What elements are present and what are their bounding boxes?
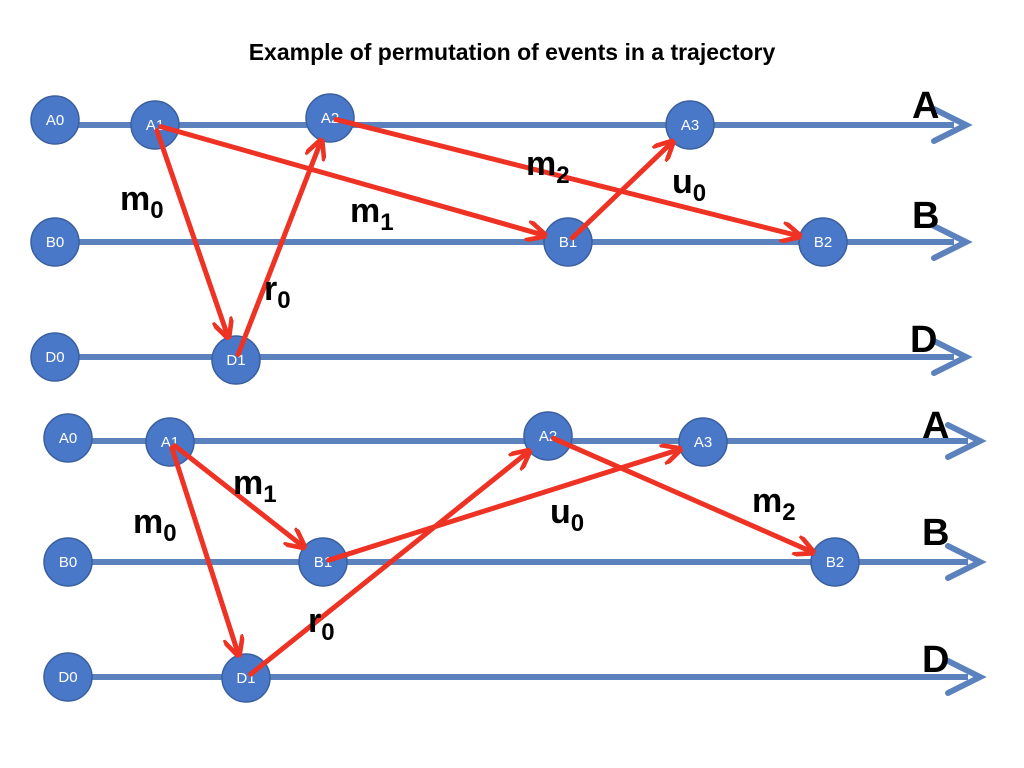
event-node-a0: A0 (43, 413, 93, 463)
event-node-circle (43, 652, 93, 702)
message-arrow-m1-a1-to-b1 (158, 124, 543, 235)
event-node-a3: A3 (678, 417, 728, 467)
message-label-m0: m0 (120, 180, 164, 224)
event-node-label: B2 (826, 554, 844, 571)
event-node-b2: B2 (798, 217, 848, 267)
process-label-d: D (910, 319, 937, 361)
timeline-arrowhead-a (945, 422, 987, 460)
event-node-label: B0 (46, 234, 64, 251)
process-label-a: A (912, 85, 939, 127)
event-node-a2: A2 (305, 93, 355, 143)
event-node-b2: B2 (810, 537, 860, 587)
message-label-m2: m2 (752, 482, 796, 526)
message-label-m1: m1 (233, 464, 277, 508)
timeline-arrowhead-a (931, 106, 973, 144)
timeline-arrowhead-d (945, 658, 987, 696)
event-node-label: B0 (59, 554, 77, 571)
diagrams-layer: A B D A0 A1 A2 A3 B0 B1 B2 D0 D1 m0 m1 m2 r0 u0 A B D A0 A1 A2… (30, 85, 987, 703)
message-label-u0: u0 (550, 493, 584, 537)
event-node-circle (30, 217, 80, 267)
event-node-circle (43, 537, 93, 587)
message-label-u0: u0 (672, 163, 706, 207)
event-node-label: A0 (46, 112, 64, 129)
timeline-arrowhead-b (945, 543, 987, 581)
message-arrow-m0-a1-to-d1 (154, 128, 228, 336)
message-arrow-u0-b1-to-a3 (326, 450, 678, 563)
event-node-circle (211, 335, 261, 385)
event-node-label: A1 (146, 117, 164, 134)
message-label-m1: m1 (350, 192, 394, 236)
event-node-label: A0 (59, 430, 77, 447)
event-node-label: D0 (45, 349, 64, 366)
event-node-a1: A1 (130, 100, 180, 150)
message-label-r0: r0 (264, 270, 291, 314)
event-node-b0: B0 (43, 537, 93, 587)
event-node-circle (305, 93, 355, 143)
event-node-a2: A2 (523, 411, 573, 461)
event-node-circle (810, 537, 860, 587)
timeline-arrowhead-b (931, 223, 973, 261)
event-node-label: D1 (226, 352, 245, 369)
event-node-circle (678, 417, 728, 467)
message-label-m0: m0 (133, 503, 177, 547)
event-node-circle (298, 537, 348, 587)
process-label-a: A (922, 405, 949, 447)
event-node-circle (30, 95, 80, 145)
message-arrow-r0-d1-to-a2 (248, 452, 528, 677)
event-node-d1: D1 (211, 335, 261, 385)
message-label-r0: r0 (308, 602, 335, 646)
event-node-b0: B0 (30, 217, 80, 267)
message-arrow-m2-a2-to-b2 (333, 116, 798, 235)
event-node-d0: D0 (30, 332, 80, 382)
message-arrow-m0-a1-to-d1 (169, 445, 238, 654)
event-node-d0: D0 (43, 652, 93, 702)
event-node-label: A3 (694, 434, 712, 451)
message-arrow-m2-a2-to-b2 (550, 435, 811, 551)
message-arrow-m1-a1-to-b1 (172, 443, 303, 546)
event-node-circle (130, 100, 180, 150)
event-node-label: D0 (58, 669, 77, 686)
process-label-d: D (922, 639, 949, 681)
timeline-arrowhead-d (931, 338, 973, 376)
event-node-a0: A0 (30, 95, 80, 145)
event-node-label: A2 (539, 428, 557, 445)
event-node-circle (43, 413, 93, 463)
event-node-b1: B1 (298, 537, 348, 587)
diagram-2: A B D A0 A1 A2 A3 B0 B1 B2 D0 D1 m0 m1 m2 r0 u0 (43, 405, 987, 703)
event-node-circle (523, 411, 573, 461)
event-node-a3: A3 (665, 100, 715, 150)
message-arrow-u0-b1-to-a3 (569, 143, 671, 241)
event-node-a1: A1 (145, 417, 195, 467)
message-arrow-r0-d1-to-a2 (235, 142, 320, 357)
process-label-b: B (922, 512, 949, 554)
event-node-d1: D1 (221, 653, 271, 703)
process-label-b: B (912, 195, 939, 237)
event-node-label: A2 (321, 110, 339, 127)
event-node-circle (30, 332, 80, 382)
event-node-label: B2 (814, 234, 832, 251)
event-node-circle (665, 100, 715, 150)
message-label-m2: m2 (526, 145, 570, 189)
figure-title: Example of permutation of events in a tr… (249, 39, 776, 65)
event-node-label: A3 (681, 117, 699, 134)
